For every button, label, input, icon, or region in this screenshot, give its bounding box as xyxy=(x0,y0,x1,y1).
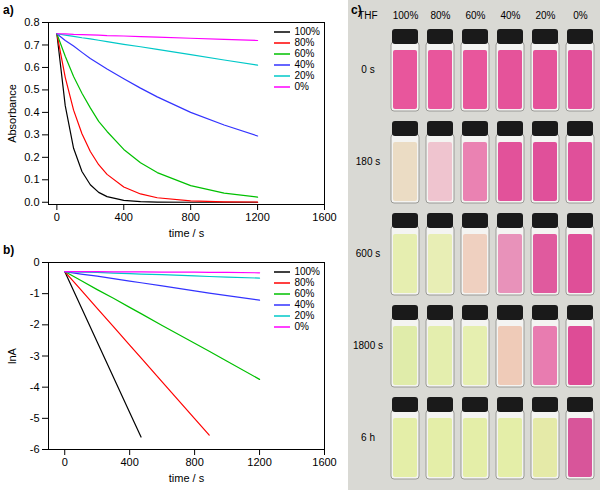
html-text:a): a) xyxy=(3,3,14,17)
html-text:80%: 80% xyxy=(294,277,315,288)
svg-text:1600: 1600 xyxy=(312,211,336,223)
svg-text:400: 400 xyxy=(115,211,133,223)
svg-text:0.3: 0.3 xyxy=(24,128,39,140)
html-text:20%: 20% xyxy=(294,310,315,321)
svg-text:-1: -1 xyxy=(30,287,40,299)
html-text:0%: 0% xyxy=(573,9,588,21)
svg-text:0.1: 0.1 xyxy=(24,173,39,185)
html-text:100%: 100% xyxy=(392,9,419,21)
html-text:1800 s: 1800 s xyxy=(353,339,383,351)
html-text:0 s: 0 s xyxy=(361,63,375,75)
html-text:0%: 0% xyxy=(294,321,309,332)
svg-text:0: 0 xyxy=(54,211,60,223)
html-text:100%: 100% xyxy=(294,26,320,37)
svg-text:0: 0 xyxy=(62,456,68,468)
svg-text:1200: 1200 xyxy=(245,211,269,223)
html-text:60%: 60% xyxy=(294,288,315,299)
svg-text:-3: -3 xyxy=(30,350,40,362)
html-text:40%: 40% xyxy=(500,9,521,21)
svg-text:0.5: 0.5 xyxy=(24,83,39,95)
svg-text:0.4: 0.4 xyxy=(24,106,39,118)
svg-text:Absorbance: Absorbance xyxy=(6,84,18,143)
html-text:40%: 40% xyxy=(294,299,315,310)
html-text:100%: 100% xyxy=(294,266,320,277)
svg-text:800: 800 xyxy=(182,211,200,223)
html-text:0%: 0% xyxy=(294,81,309,92)
svg-text:1600: 1600 xyxy=(312,456,336,468)
svg-text:400: 400 xyxy=(120,456,138,468)
svg-text:lnA: lnA xyxy=(6,347,18,364)
svg-text:time / s: time / s xyxy=(169,227,205,239)
svg-text:-5: -5 xyxy=(30,412,40,424)
html-text:THF: THF xyxy=(358,9,378,21)
html-text:180 s: 180 s xyxy=(355,155,381,167)
html-text:80%: 80% xyxy=(430,9,451,21)
html-text:40%: 40% xyxy=(294,59,315,70)
svg-text:0.8: 0.8 xyxy=(24,16,39,28)
svg-text:0.2: 0.2 xyxy=(24,151,39,163)
svg-text:1200: 1200 xyxy=(247,456,271,468)
html-text:60%: 60% xyxy=(465,9,486,21)
html-text:60%: 60% xyxy=(294,48,315,59)
svg-text:0.7: 0.7 xyxy=(24,38,39,50)
svg-text:0.0: 0.0 xyxy=(24,196,39,208)
html-text:20%: 20% xyxy=(294,70,315,81)
html-text:20%: 20% xyxy=(535,9,556,21)
html-text:80%: 80% xyxy=(294,37,315,48)
svg-text:0.6: 0.6 xyxy=(24,61,39,73)
html-text:6 h: 6 h xyxy=(361,431,375,443)
svg-text:800: 800 xyxy=(185,456,203,468)
html-text:600 s: 600 s xyxy=(355,247,381,259)
svg-text:0: 0 xyxy=(33,256,39,268)
svg-text:-4: -4 xyxy=(30,381,40,393)
html-text:c): c) xyxy=(351,3,362,17)
svg-text:time / s: time / s xyxy=(169,472,205,484)
svg-text:-2: -2 xyxy=(30,318,40,330)
html-text:b): b) xyxy=(3,243,15,257)
svg-text:-6: -6 xyxy=(30,443,40,455)
